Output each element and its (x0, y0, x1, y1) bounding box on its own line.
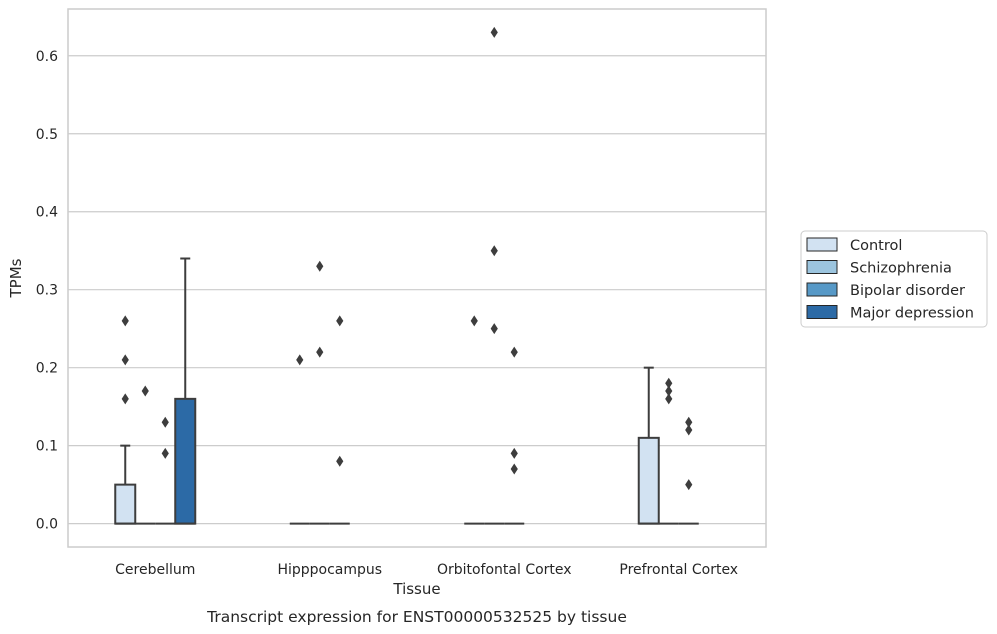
outlier-point (510, 463, 518, 475)
box-group (464, 315, 485, 525)
legend: Control Schizophrenia Bipolar disorder Majo… (800, 230, 988, 328)
y-tick-label: 0.5 (36, 127, 58, 143)
y-tick-label: 0.4 (36, 205, 58, 221)
outlier-point (141, 385, 149, 397)
outlier-point (665, 377, 673, 389)
box-group (637, 366, 660, 525)
legend-swatch (806, 260, 838, 274)
box (114, 483, 137, 525)
y-axis-label: TPMs (7, 258, 25, 298)
outlier-point (490, 245, 498, 257)
box-group (114, 315, 137, 525)
y-tick-label: 0.2 (36, 361, 58, 377)
outlier-point (510, 346, 518, 358)
box-group (155, 416, 176, 525)
outlier-point (665, 393, 673, 405)
legend-swatch (806, 237, 838, 252)
plot-area (68, 9, 766, 547)
outlier-point (161, 447, 169, 459)
outlier-point (685, 479, 693, 491)
legend-label: Schizophrenia (850, 261, 952, 277)
x-tick-label: Hipppocampus (277, 562, 382, 578)
x-axis-label: Tissue (392, 580, 440, 598)
outlier-point (316, 346, 324, 358)
outlier-point (685, 424, 693, 436)
legend-swatch (806, 305, 838, 319)
x-tick-label: Cerebellum (115, 562, 195, 578)
box-group (504, 346, 525, 525)
x-tick-label: Prefrontal Cortex (619, 562, 738, 578)
outlier-point (470, 315, 478, 327)
boxes (114, 26, 699, 525)
box-group (309, 260, 330, 525)
legend-frame (800, 230, 988, 328)
outlier-point (121, 354, 129, 366)
box-group (678, 416, 699, 525)
box (174, 397, 197, 525)
box-group (135, 385, 156, 525)
outlier-point (490, 323, 498, 335)
axis-ticks: 0.0 0.1 0.2 0.3 0.4 0.5 0.6 Cerebellum Hipppocam… (36, 49, 738, 578)
y-tick-label: 0.3 (36, 283, 58, 299)
outlier-point (510, 447, 518, 459)
outlier-point (296, 354, 304, 366)
outlier-point (161, 416, 169, 428)
legend-label: Major depression (850, 306, 974, 322)
outlier-point (490, 26, 498, 38)
box-group (658, 377, 679, 525)
legend-swatch (806, 282, 838, 297)
y-tick-label: 0.0 (36, 517, 58, 533)
legend-label: Control (850, 238, 902, 254)
plot-frame (67, 8, 767, 548)
box-group (174, 257, 197, 525)
x-tick-label: Orbitofontal Cortex (437, 562, 572, 578)
outlier-point (665, 385, 673, 397)
legend-label: Bipolar disorder (850, 283, 965, 299)
box-group (289, 354, 310, 525)
y-tick-label: 0.6 (36, 49, 58, 65)
outlier-point (336, 315, 344, 327)
outlier-point (121, 315, 129, 327)
chart-caption: Transcript expression for ENST0000053252… (206, 608, 627, 626)
box (637, 436, 660, 525)
box-group (329, 315, 350, 525)
y-tick-label: 0.1 (36, 439, 58, 455)
outlier-point (316, 260, 324, 272)
outlier-point (121, 393, 129, 405)
outlier-point (336, 455, 344, 467)
outlier-point (685, 416, 693, 428)
box-group (484, 26, 505, 525)
